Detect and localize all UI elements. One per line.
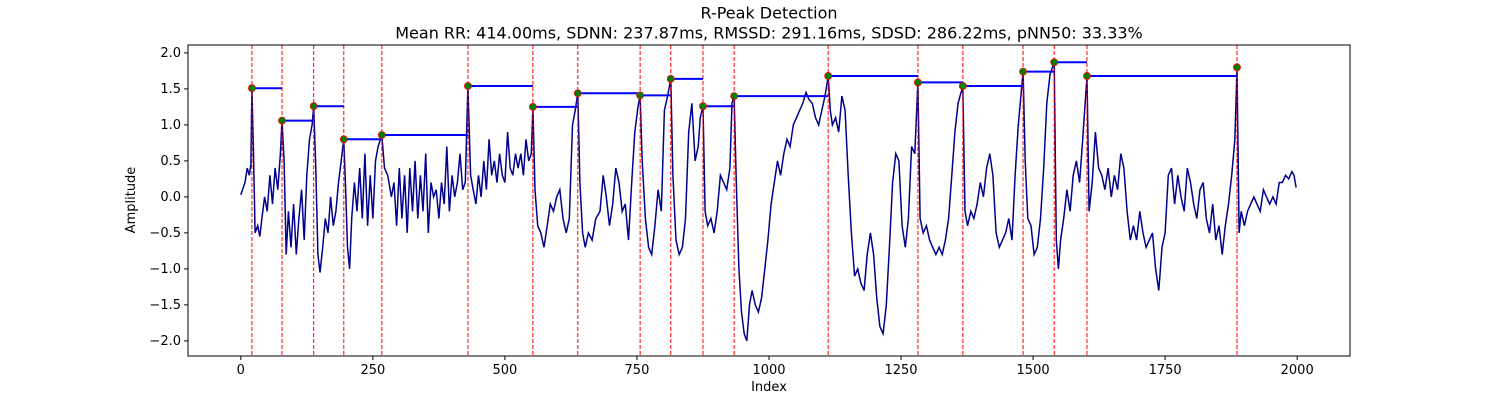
signal-line (240, 62, 1297, 342)
x-tick-label: 2000 (1281, 363, 1314, 378)
x-tick-label: 1000 (752, 363, 785, 378)
peak-marker (958, 82, 967, 90)
x-tick-label: 750 (625, 363, 650, 378)
y-tick-label: −1.0 (149, 262, 181, 277)
y-tick-label: −1.5 (149, 298, 181, 313)
x-tick-label: 0 (237, 363, 245, 378)
x-tick-label: 1500 (1017, 363, 1050, 378)
x-tick-label: 500 (492, 363, 517, 378)
y-tick-label: −0.5 (149, 226, 181, 241)
peak-marker (377, 131, 386, 139)
plot-frame (187, 44, 1351, 357)
peak-marker (464, 82, 472, 90)
peak-marker (914, 78, 922, 87)
y-tick-label: −2.0 (149, 334, 181, 349)
peak-marker (1083, 72, 1091, 80)
peak-marker (573, 89, 582, 98)
y-tick-label: 1.5 (160, 82, 181, 97)
x-tick-label: 1750 (1149, 363, 1182, 378)
peak-marker (529, 103, 537, 111)
y-tick-label: 1.0 (160, 118, 181, 133)
peak-marker (666, 74, 675, 83)
x-tick-label: 250 (360, 363, 385, 378)
x-tick-label: 1250 (884, 363, 917, 378)
peak-marker (636, 91, 645, 100)
peak-marker (248, 84, 256, 93)
peak-marker (278, 116, 286, 125)
chart-subtitle: Mean RR: 414.00ms, SDNN: 237.87ms, RMSSD… (395, 24, 1143, 43)
peak-marker (699, 102, 707, 111)
y-axis-label: Amplitude (124, 167, 139, 234)
peak-marker (730, 92, 739, 101)
chart-title: R-Peak Detection (700, 4, 837, 23)
y-tick-label: 0.0 (160, 190, 181, 205)
peak-marker (309, 102, 318, 111)
peak-marker (1233, 63, 1241, 72)
peak-marker (339, 135, 348, 144)
peak-marker (1019, 67, 1027, 76)
y-tick-label: 0.5 (160, 154, 181, 169)
x-axis-label: Index (751, 380, 787, 395)
peak-marker (824, 72, 833, 80)
peak-marker (1050, 58, 1059, 67)
y-tick-label: 2.0 (160, 46, 181, 61)
